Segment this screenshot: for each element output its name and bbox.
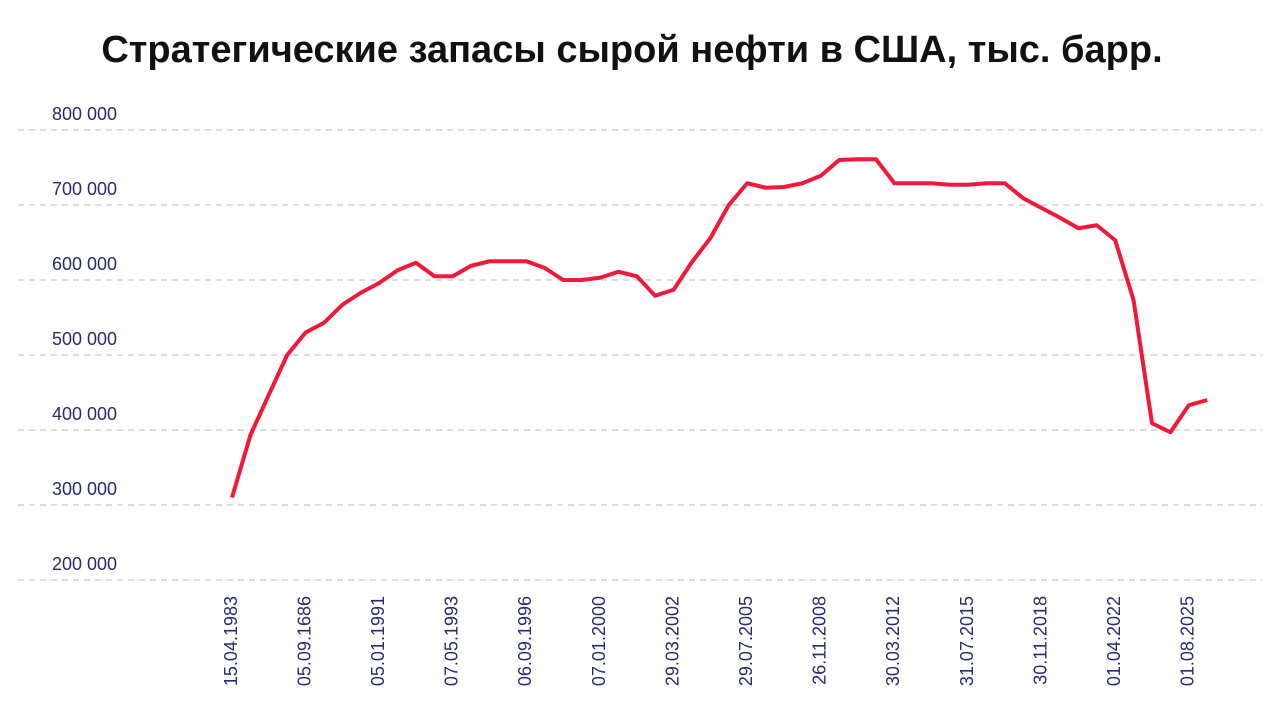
chart-title: Стратегические запасы сырой нефти в США,… bbox=[101, 29, 1162, 71]
x-tick-label: 07.01.2000 bbox=[589, 596, 609, 686]
y-tick-label: 500 000 bbox=[52, 329, 117, 349]
x-tick-label: 01.04.2022 bbox=[1104, 596, 1124, 686]
y-tick-label: 700 000 bbox=[52, 179, 117, 199]
x-tick-label: 05.09.1686 bbox=[294, 596, 314, 686]
x-tick-label: 01.08.2025 bbox=[1178, 596, 1198, 686]
x-tick-label: 26.11.2008 bbox=[810, 596, 830, 685]
data-line bbox=[230, 157, 1208, 499]
x-tick-label: 07.05.1993 bbox=[442, 596, 462, 686]
y-tick-label: 400 000 bbox=[52, 404, 117, 424]
y-tick-label: 800 000 bbox=[52, 104, 117, 124]
x-tick-label: 06.09.1996 bbox=[515, 596, 535, 686]
x-tick-label: 30.03.2012 bbox=[883, 596, 903, 686]
x-tick-label: 29.07.2005 bbox=[736, 596, 756, 686]
x-tick-label: 29.03.2002 bbox=[662, 596, 682, 686]
x-tick-label: 31.07.2015 bbox=[957, 596, 977, 686]
y-tick-label: 200 000 bbox=[52, 554, 117, 574]
y-tick-label: 600 000 bbox=[52, 254, 117, 274]
x-tick-label: 30.11.2018 bbox=[1030, 596, 1050, 685]
x-tick-label: 05.01.1991 bbox=[368, 596, 388, 686]
x-tick-label: 15.04.1983 bbox=[221, 596, 241, 686]
y-tick-label: 300 000 bbox=[52, 479, 117, 499]
